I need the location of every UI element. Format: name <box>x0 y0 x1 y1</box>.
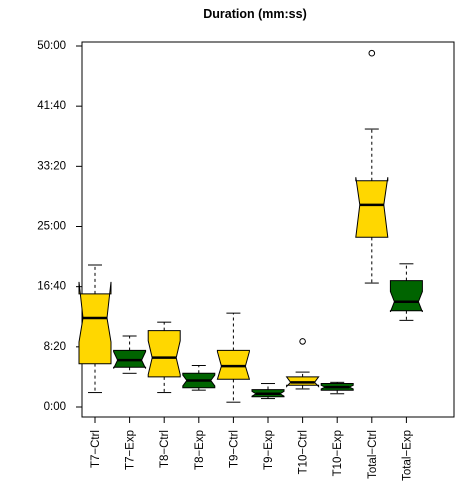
y-tick-label: 8:20 <box>44 341 66 353</box>
x-tick-label: T7−Exp <box>125 430 137 470</box>
y-tick-label: 41:40 <box>37 100 66 112</box>
notched-box <box>355 177 389 238</box>
box-10 <box>389 263 423 321</box>
y-axis: 0:00 8:20 16:40 25:00 33:20 41:40 50:00 <box>37 40 83 413</box>
box-7 <box>285 338 320 390</box>
x-tick-label: T8−Exp <box>194 430 206 470</box>
x-tick-label: T9−Exp <box>263 430 275 470</box>
x-tick-label: T10−Ctrl <box>298 430 310 474</box>
x-tick-label: T7−Ctrl <box>90 430 102 468</box>
box-3 <box>147 321 181 394</box>
box-6 <box>251 383 285 400</box>
notched-box <box>78 281 112 365</box>
x-tick-label: T8−Ctrl <box>159 430 171 468</box>
x-tick-label: Total−Ctrl <box>367 430 379 479</box>
y-tick-label: 25:00 <box>37 221 66 233</box>
box-9 <box>355 49 389 284</box>
box-2 <box>113 335 147 374</box>
y-tick-label: 0:00 <box>44 401 66 413</box>
box-4 <box>182 364 216 391</box>
y-tick-label: 33:20 <box>37 160 66 172</box>
box-series <box>78 49 423 403</box>
notched-box <box>147 330 181 378</box>
y-tick-label: 50:00 <box>37 40 66 52</box>
x-tick-label: Total−Exp <box>401 430 413 481</box>
notched-box <box>389 280 423 313</box>
box-5 <box>216 312 251 403</box>
outlier-point <box>299 338 306 345</box>
box-1 <box>78 264 112 394</box>
outlier-point <box>368 49 376 57</box>
y-tick-label: 16:40 <box>37 281 66 293</box>
x-axis: T7−Ctrl T7−Exp T8−Ctrl T8−Exp T9−Ctrl T9−Exp T… <box>90 417 413 481</box>
x-tick-label: T9−Ctrl <box>228 430 240 468</box>
box-8 <box>320 381 354 395</box>
x-tick-label: T10−Exp <box>332 430 344 476</box>
chart-title: Duration (mm:ss) <box>203 7 306 21</box>
